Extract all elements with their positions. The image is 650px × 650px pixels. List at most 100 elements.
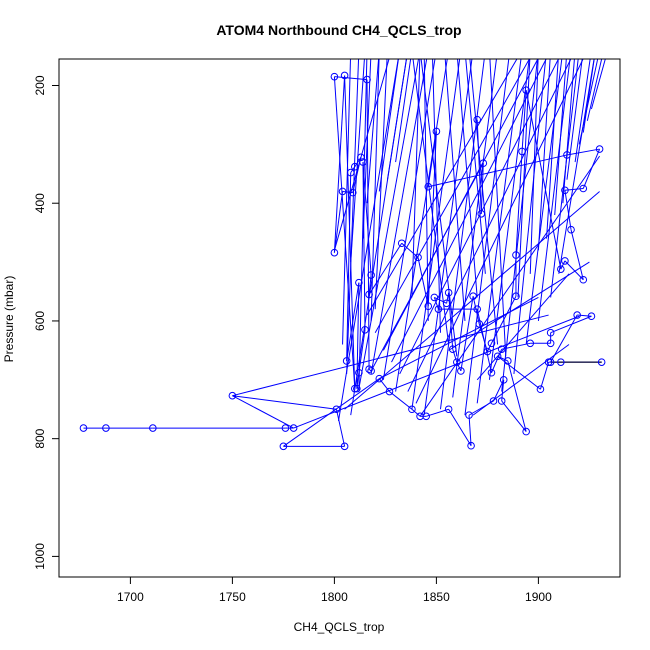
data-point [457, 367, 465, 375]
x-axis-label: CH4_QCLS_trop [294, 620, 385, 634]
data-point [499, 376, 508, 384]
series-segment [501, 342, 531, 350]
series-strand [411, 59, 421, 298]
data-point [330, 72, 339, 81]
series-segment [366, 79, 370, 370]
data-point [375, 374, 384, 383]
data-point [357, 153, 365, 162]
series-points [79, 71, 606, 451]
x-axis: 1700 1750 1800 1850 1900 [117, 576, 552, 604]
series-segment [493, 379, 505, 402]
data-point [493, 352, 502, 361]
series-segment [476, 119, 482, 214]
data-point [363, 75, 371, 84]
series-segment [433, 297, 439, 310]
data-point [414, 253, 422, 262]
data-point [365, 365, 373, 374]
data-point [442, 299, 451, 308]
series-strand [395, 59, 412, 163]
series-segment [344, 75, 356, 389]
x-tick-label: 1700 [117, 590, 144, 604]
series-diagonal [476, 273, 570, 381]
series-strand [590, 59, 606, 110]
y-tick-label: 800 [33, 428, 47, 448]
series-segment [472, 296, 480, 324]
x-tick-label: 1750 [219, 590, 246, 604]
data-point [473, 115, 482, 124]
series-segment [346, 172, 352, 361]
series-segment [539, 362, 550, 390]
y-tick-label: 600 [33, 311, 47, 331]
data-point [563, 151, 571, 159]
series-segment [515, 151, 523, 256]
series-strand [423, 59, 429, 321]
series-segment [491, 295, 517, 344]
data-point [351, 162, 359, 171]
series-segment [550, 314, 578, 363]
series-strand [358, 59, 368, 392]
data-point [348, 188, 357, 197]
data-point [444, 288, 453, 297]
data-point [561, 257, 569, 265]
series-strand [469, 59, 499, 345]
data-point [453, 358, 461, 366]
series-strand [432, 59, 441, 333]
data-point [497, 397, 506, 405]
series-segment [358, 329, 366, 373]
data-point [228, 391, 237, 400]
data-point [483, 347, 492, 356]
data-point [522, 86, 530, 94]
data-point [587, 312, 596, 321]
series-segment [507, 360, 527, 432]
data-point [342, 357, 351, 365]
data-point [432, 127, 441, 136]
data-point [340, 442, 349, 451]
series-segment [335, 409, 346, 447]
series-strand [391, 59, 547, 363]
data-point [595, 145, 604, 153]
series-segment [434, 296, 447, 304]
series-segment [342, 190, 353, 194]
data-point [102, 424, 110, 432]
data-point [149, 424, 157, 432]
data-point [573, 311, 581, 319]
series-segment [426, 408, 449, 417]
data-point [597, 358, 606, 366]
data-point [475, 320, 484, 328]
y-axis: 200 400 600 800 1000 [33, 75, 60, 570]
data-point [487, 368, 496, 377]
series-strand [382, 59, 436, 380]
data-point [338, 187, 347, 196]
data-point [546, 328, 555, 337]
series-segment [570, 229, 584, 280]
data-point [444, 405, 453, 414]
series-strand [537, 59, 551, 251]
series-strand [411, 59, 461, 410]
series-segment [428, 154, 568, 188]
data-point [330, 248, 339, 257]
y-tick-label: 200 [33, 75, 47, 95]
series-segment [362, 161, 372, 276]
series-segment [564, 190, 572, 230]
data-point [422, 412, 431, 421]
series-segment [452, 349, 458, 363]
series-segment [362, 162, 366, 330]
series-segment [232, 395, 337, 410]
chart-title: ATOM4 Northbound CH4_QCLS_trop [216, 22, 461, 38]
series-strand [488, 59, 530, 380]
series-strand [501, 59, 538, 392]
data-point [351, 384, 359, 393]
data-point [465, 411, 473, 419]
data-point [467, 441, 475, 450]
data-point [469, 292, 477, 301]
series-segment [582, 148, 601, 189]
series-segment [478, 323, 488, 352]
series-strand [374, 59, 530, 333]
x-tick-label: 1850 [423, 590, 450, 604]
data-point [355, 278, 363, 287]
data-point [361, 325, 369, 334]
data-point [518, 147, 526, 156]
series-segment [283, 378, 380, 447]
data-point [557, 358, 565, 366]
data-point [340, 71, 349, 80]
